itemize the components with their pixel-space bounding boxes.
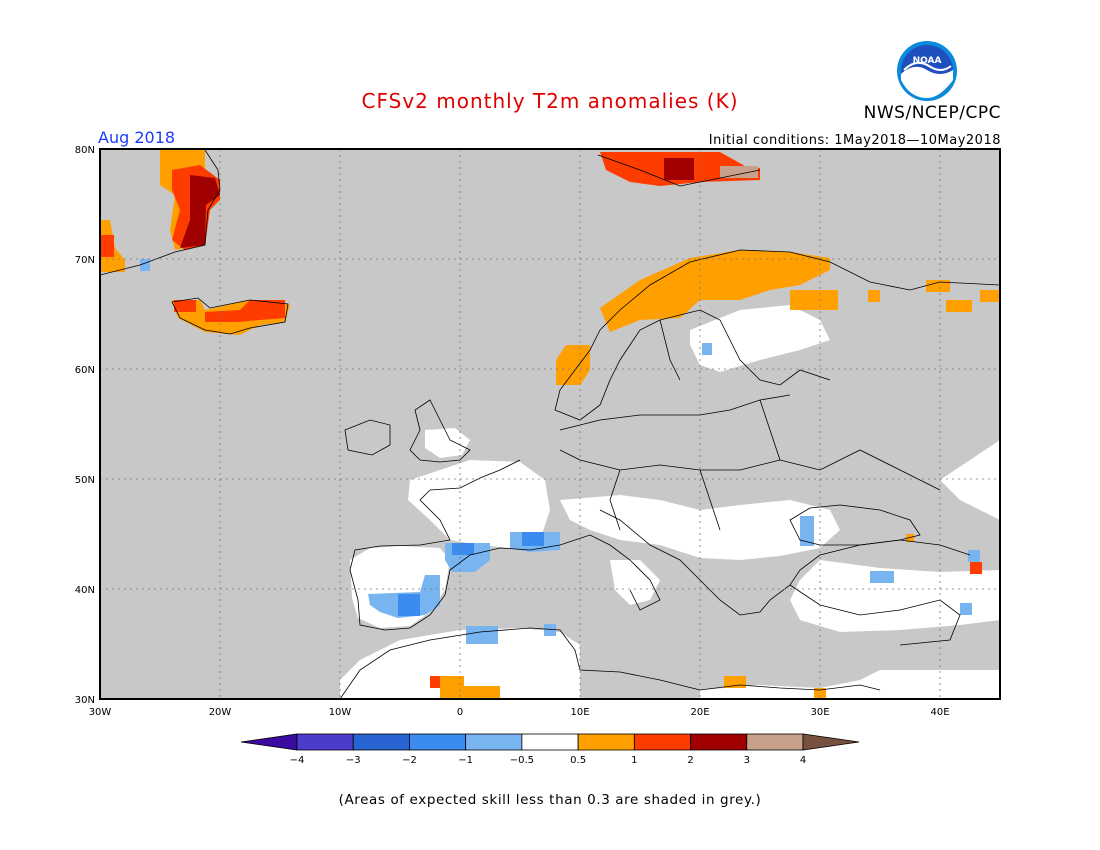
iran-light-blue (960, 603, 972, 615)
country-borders (559, 319, 941, 531)
noaa-logo: NOAA (897, 41, 957, 101)
iceland-west-red (174, 300, 196, 312)
initial-conditions: Initial conditions: 1May2018—10May2018 (708, 133, 1001, 148)
kola-orange (790, 290, 838, 310)
colorbar-label: −2 (402, 755, 417, 766)
lon-label: 0 (457, 707, 463, 718)
svalbard-tan (720, 166, 758, 178)
finland-light-blue (702, 343, 712, 355)
anomaly-patches (100, 150, 1000, 699)
turkey-south-coast (789, 584, 961, 646)
algeria-light-blue (466, 626, 498, 644)
france-white-region (408, 460, 550, 548)
caucasus-red (970, 562, 982, 574)
colorbar-label: −1 (458, 755, 473, 766)
russia-north-orange (926, 280, 950, 292)
colorbar-label: 0.5 (570, 755, 586, 766)
black-sea-light-blue (800, 516, 814, 546)
lat-label: 40N (75, 585, 95, 596)
colorbar-bin (240, 733, 298, 751)
latitude-labels: 80N 70N 60N 50N 40N 30N (75, 145, 95, 706)
lat-label: 50N (75, 475, 95, 486)
lon-label: 20W (209, 707, 232, 718)
greenland-east-darkred (180, 175, 220, 248)
greenland-south-red (100, 235, 114, 257)
colorbar-bin (690, 733, 748, 751)
western-europe-coast (349, 459, 661, 631)
russia-edge-orange (980, 290, 1000, 302)
scandinavia-orange (600, 250, 830, 332)
algeria-orange (440, 686, 500, 699)
finland-white-region (690, 305, 830, 372)
svalbard-coast (597, 154, 761, 187)
morocco-orange (440, 676, 464, 688)
south-france-blue (522, 532, 544, 546)
colorbar-bin (465, 733, 523, 751)
longitude-labels: 30W 20W 10W 0 10E 20E 30E 40E (89, 707, 950, 718)
black-sea (789, 504, 921, 546)
agency-label: NWS/NCEP/CPC (863, 103, 1001, 123)
lon-label: 40E (930, 707, 949, 718)
colorbar-bin (577, 733, 635, 751)
greenland-coast (99, 149, 221, 276)
svalbard-darkred (664, 158, 694, 180)
colorbar-label: −3 (346, 755, 361, 766)
map-title: CFSv2 monthly T2m anomalies (K) (361, 89, 739, 113)
baltic-coast (659, 309, 831, 386)
footnote: (Areas of expected skill less than 0.3 a… (338, 792, 762, 808)
caucasus-orange (906, 534, 914, 542)
lon-label: 10W (329, 707, 352, 718)
levant-white-region (700, 670, 1000, 699)
north-africa-white-region (340, 628, 580, 699)
russia-small-orange (868, 290, 880, 302)
norway-south-orange (556, 345, 590, 385)
arctic-coast (599, 249, 1001, 331)
russia-northeast-orange (946, 300, 972, 312)
anatolia-white-region (790, 440, 1000, 632)
lat-label: 70N (75, 255, 95, 266)
map-frame (99, 148, 1001, 700)
colorbar-bin (409, 733, 467, 751)
coastlines (99, 149, 1001, 700)
tunisia-light-blue (544, 624, 556, 636)
iceland-coast (171, 297, 289, 335)
colorbar-label: 3 (744, 755, 750, 766)
lon-label: 30E (810, 707, 829, 718)
colorbar-bin (296, 733, 354, 751)
colorbar-label: −0.5 (510, 755, 534, 766)
lat-label: 60N (75, 365, 95, 376)
colorbar-bin (802, 733, 860, 751)
lon-label: 30W (89, 707, 112, 718)
graticule (100, 149, 1000, 699)
lat-label: 30N (75, 695, 95, 706)
colorbar: −4 −3 −2 −1 −0.5 0.5 1 2 3 4 (240, 733, 860, 766)
italy-white-region (610, 560, 660, 605)
lat-label: 80N (75, 145, 95, 156)
forecast-period: Aug 2018 (98, 128, 176, 147)
iceland-red (205, 300, 285, 322)
colorbar-bin (633, 733, 691, 751)
north-africa-coast (339, 627, 881, 700)
colorbar-bin (521, 733, 579, 751)
pyrenees-blue (452, 543, 474, 555)
lon-label: 10E (570, 707, 589, 718)
colorbar-label: 4 (800, 755, 806, 766)
turkey-light-blue (870, 571, 894, 583)
iberia-blue (398, 594, 420, 616)
greenland-light-blue (140, 259, 150, 271)
egypt-orange (814, 688, 826, 699)
caucasus-light-blue (968, 550, 980, 562)
colorbar-label: −4 (290, 755, 305, 766)
noaa-logo-text: NOAA (913, 56, 942, 66)
uk-white-region (425, 428, 470, 458)
colorbar-bin (352, 733, 410, 751)
britain-coast (409, 399, 471, 463)
colorbar-label: 1 (631, 755, 637, 766)
colorbar-bin (746, 733, 804, 751)
morocco-red (430, 676, 442, 688)
colorbar-label: 2 (687, 755, 693, 766)
lon-label: 20E (690, 707, 709, 718)
ireland-coast (344, 419, 391, 456)
